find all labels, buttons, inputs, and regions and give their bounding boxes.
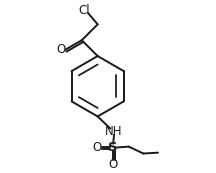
Text: O: O (56, 43, 66, 56)
Text: O: O (109, 158, 118, 171)
Text: O: O (92, 141, 102, 154)
Text: Cl: Cl (79, 4, 91, 17)
Text: NH: NH (105, 125, 123, 138)
Text: S: S (108, 141, 118, 154)
